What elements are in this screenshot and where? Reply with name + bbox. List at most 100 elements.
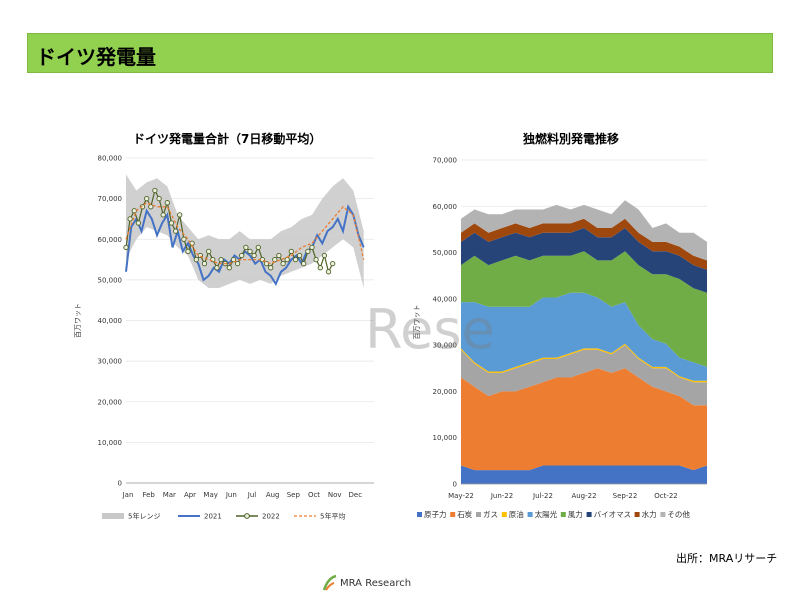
footer-brand: MRA Research [340,578,412,589]
series-2022-point [206,248,212,255]
series-2022-point [230,256,237,263]
source-note: 出所：MRAリサーチ [676,552,778,565]
x-tick-label: Jul [247,491,257,499]
legend-swatch [527,512,533,517]
series-2022-point [239,252,245,259]
x-tick-label: May [203,491,217,499]
x-tick-label: Jun [225,491,237,499]
legend-label: 太陽光 [535,509,558,519]
title-bar: ドイツ発電量 [27,33,773,73]
series-2022-point [193,256,199,263]
legend-label: ガス [483,509,498,519]
y-tick-label: 20,000 [433,388,458,396]
series-2022-point [177,212,183,218]
x-tick-label: Jun-22 [490,492,513,500]
y-axis-label: 百万ワット [413,305,421,340]
series-2022-point [321,252,328,259]
series-5yr-average [125,201,365,265]
y-tick-label: 0 [118,480,122,488]
legend-label: 水力 [642,509,657,519]
x-tick-label: Jul-22 [532,492,553,500]
series-2022-point [164,200,170,206]
legend-label: その他 [667,509,690,519]
fuel-generation-chart: 0 10,000 20,000 30,000 40,000 50,000 60,000 70,… [413,157,707,519]
series-2022-point [139,204,146,210]
series-2022-point [305,248,311,255]
series-2022-point [317,265,323,271]
series-2022-point [255,244,261,251]
y-tick-label: 20,000 [98,398,123,406]
x-tick-label: Apr [184,491,196,499]
series-2022-point [214,265,220,271]
area-原油 [461,343,707,383]
series-2022-point [296,252,303,259]
series-2022-point [127,216,133,222]
total-generation-chart: 0 10,000 20,000 30,000 40,000 50,000 60,000 70,… [74,155,374,521]
series-2022-point [181,236,187,242]
legend-swatch [102,513,124,519]
legend-label: 原子力 [424,509,447,519]
mra-logo-icon [322,574,337,591]
y-tick-label: 10,000 [98,439,123,447]
legend-label: 2021 [204,513,222,521]
series-2022-point [292,256,299,263]
series-2022-point [243,244,249,251]
area-石炭 [461,368,707,471]
y-tick-label: 40,000 [433,295,458,303]
legend-swatch [634,512,640,517]
x-tick-label: Aug-22 [571,492,596,500]
right-chart-title: 独燃料別発電推移 [523,132,620,146]
y-tick-label: 10,000 [433,434,458,442]
series-2022-point [280,260,286,267]
y-tick-label: 40,000 [98,317,123,325]
legend-label: 風力 [568,509,583,519]
x-tick-label: Oct [308,491,320,499]
watermark: Rese [365,298,495,361]
legend-label: 原油 [509,509,524,519]
y-tick-label: 30,000 [433,342,458,350]
series-2022-point [268,265,274,271]
legend-swatch [417,512,422,517]
series-2022-point [226,265,232,271]
series-2021 [125,204,365,287]
legend-label: 石炭 [457,510,472,519]
series-2022-point [172,228,179,234]
area-風力 [461,251,707,367]
legend-swatch [660,512,666,517]
y-tick-label: 70,000 [433,157,458,165]
series-2022-point [325,269,332,275]
area-太陽光 [461,292,707,381]
x-tick-label: Sep-22 [613,492,638,500]
series-2022-point [156,195,162,202]
legend-marker [244,513,250,519]
series-2022-point [135,220,142,226]
legend-label: 5年平均 [320,512,345,521]
y-tick-label: 50,000 [433,249,458,257]
series-2022-point [309,244,315,251]
legend-label: 2022 [262,513,280,521]
legend-swatch [476,512,481,517]
legend-label: バイオマス [594,510,632,519]
series-2022-point [148,204,154,210]
y-tick-label: 60,000 [98,236,123,244]
area-ガス [461,345,707,406]
series-2022-point [160,212,166,218]
x-tick-label: Nov [328,491,342,499]
series-2022-point [263,260,270,267]
area-水力 [461,218,707,270]
y-axis-label: 百万ワット [74,303,82,338]
series-2022-point [168,220,175,226]
y-tick-label: 50,000 [98,276,123,284]
x-tick-label: May-22 [448,492,474,500]
x-tick-label: Mar [163,491,176,499]
y-tick-label: 70,000 [98,195,123,203]
legend-swatch [560,512,566,517]
x-tick-label: Jan [122,491,134,499]
series-2022-point [284,256,290,263]
legend-swatch [501,512,507,517]
y-tick-label: 80,000 [98,155,123,163]
left-chart-title: ドイツ発電量合計（7日移動平均） [133,132,322,146]
series-2022-point [330,260,336,267]
area-原子力 [461,465,707,484]
